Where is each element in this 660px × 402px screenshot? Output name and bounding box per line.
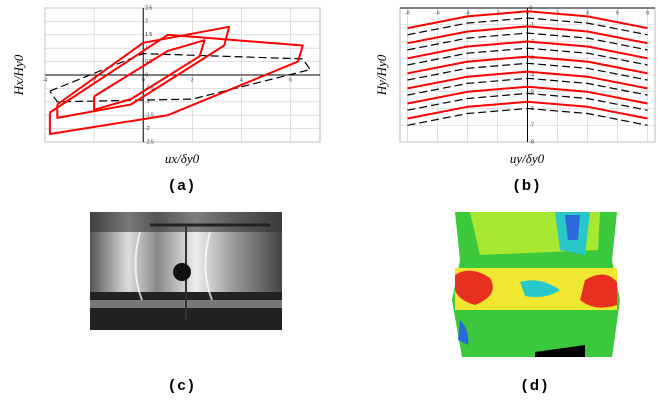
y-tick-label: -5 (530, 89, 535, 95)
contour-plot (452, 212, 620, 357)
x-tick-label: 4 (240, 77, 243, 83)
y-tick-label: -8 (530, 139, 535, 145)
x-tick-label: 6 (289, 77, 292, 83)
caption: (c) (169, 377, 196, 394)
data-line (407, 40, 648, 60)
y-tick-label: -1.5 (145, 113, 154, 119)
x-tick-label: 4 (586, 10, 589, 16)
x-axis-label: ux/δy0 (165, 151, 200, 166)
y-tick-label: 2 (145, 19, 148, 25)
x-tick-label: 6 (616, 10, 619, 16)
data-line (407, 77, 648, 96)
y-tick-label: 2.5 (145, 5, 152, 11)
y-tick-label: -1 (145, 99, 150, 105)
data-line (407, 47, 648, 66)
y-tick-label: -3 (530, 56, 535, 62)
data-line (93, 39, 206, 111)
data-line (56, 25, 231, 119)
data-line (407, 92, 648, 111)
y-tick-label: -2 (145, 126, 150, 132)
data-line (407, 100, 648, 120)
y-tick-label: 1.5 (145, 32, 152, 38)
x-tick-label: -6 (435, 10, 440, 16)
data-line (407, 62, 648, 81)
data-line (407, 17, 648, 36)
x-tick-label: -4 (465, 10, 470, 16)
data-line (48, 33, 304, 135)
y-axis-label: Hy/Hy0 (374, 54, 389, 96)
y-tick-label: -7 (530, 123, 535, 129)
data-line (407, 85, 648, 105)
photo (90, 212, 282, 330)
data-line (407, 55, 648, 75)
caption: (d) (522, 377, 550, 394)
data-line (407, 25, 648, 45)
x-axis-label: uy/δy0 (510, 151, 545, 166)
y-tick-label: -0.5 (145, 86, 154, 92)
data-line (407, 70, 648, 90)
x-tick-label: -4 (43, 77, 48, 83)
y-axis-label: Hx/Hy0 (11, 54, 26, 96)
x-tick-label: -8 (405, 10, 410, 16)
y-tick-label: -2.5 (145, 139, 154, 145)
x-tick-label: 2 (191, 77, 194, 83)
y-tick-label: -4 (530, 72, 535, 78)
caption: (a) (169, 177, 196, 194)
caption: (b) (514, 177, 542, 194)
y-tick-label: -1 (530, 22, 535, 28)
x-tick-label: 8 (646, 10, 649, 16)
x-tick-label: -2 (92, 77, 97, 83)
data-line (407, 32, 648, 51)
data-line (407, 107, 648, 126)
data-line (49, 53, 311, 103)
data-line (407, 10, 648, 30)
